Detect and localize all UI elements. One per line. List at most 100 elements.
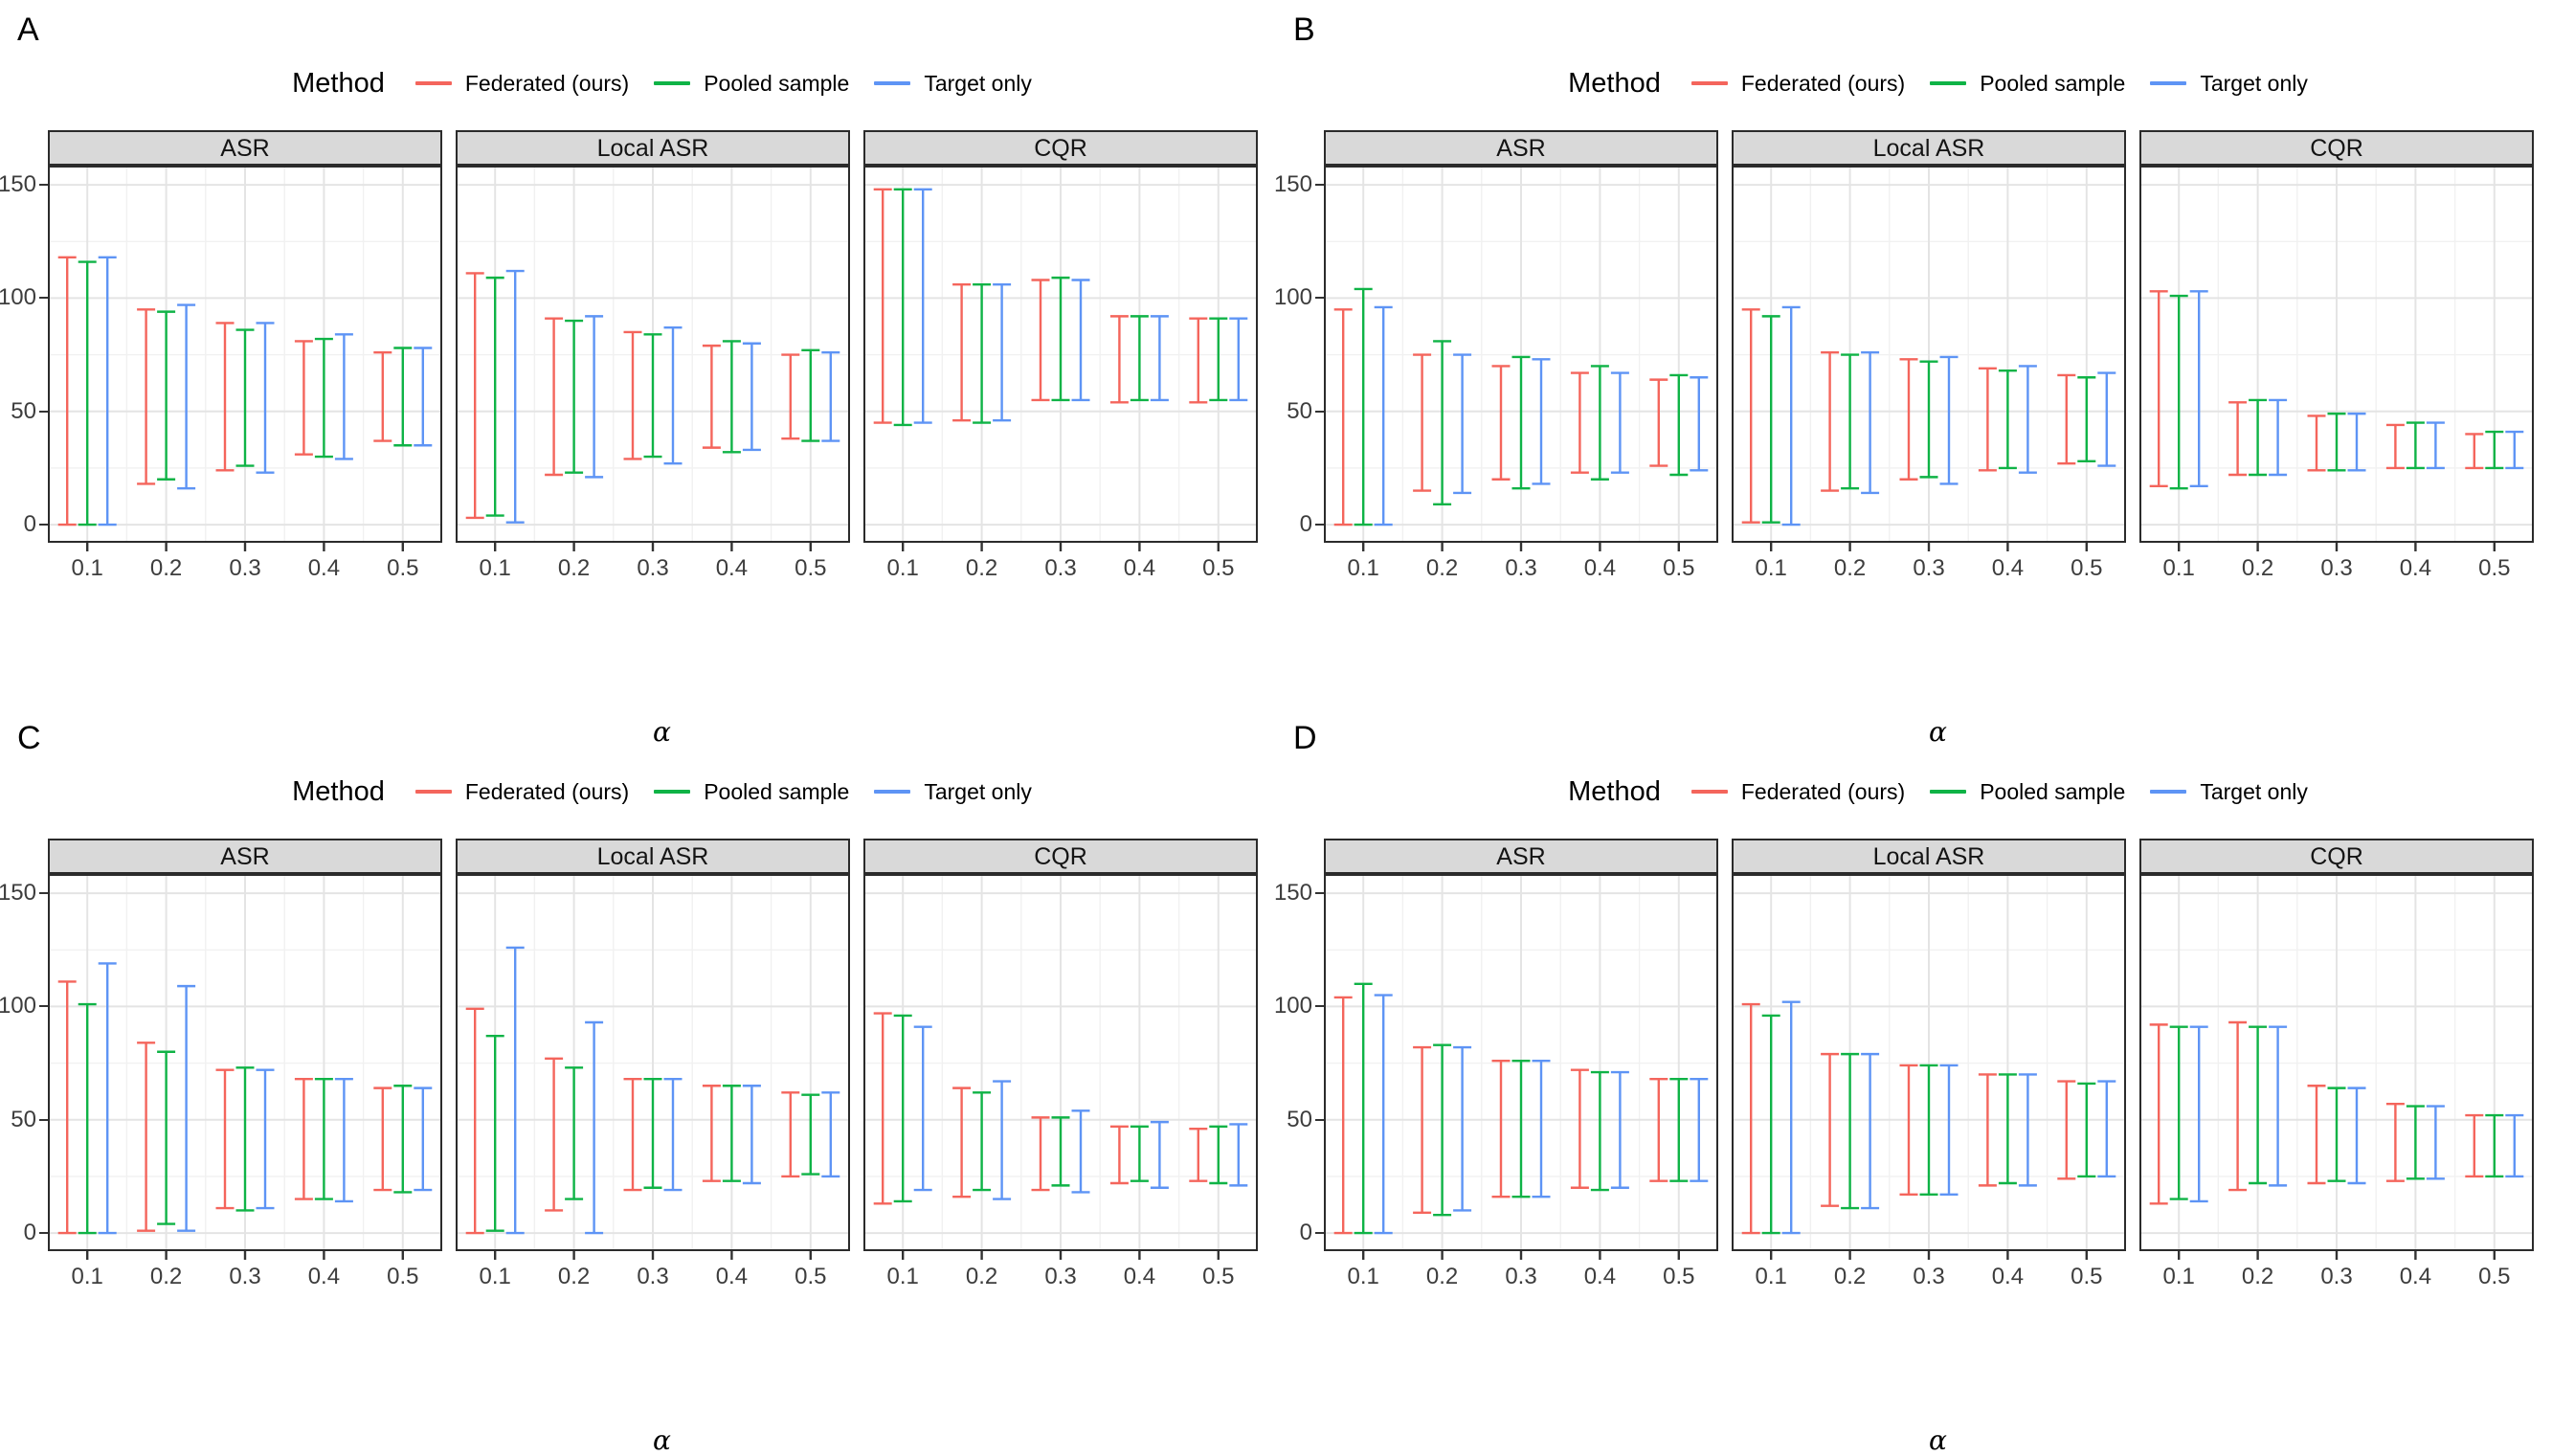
target-line-swatch — [2150, 81, 2187, 85]
facet-area: 0 50 100 150 ASR 0.1 0.2 0.3 0.4 0.5 Local ASR 0.1 0… — [1273, 839, 2552, 1422]
x-tick-label: 0.5 — [1202, 555, 1235, 581]
x-tick-label: 0.1 — [886, 1264, 919, 1289]
facet-plot — [456, 166, 850, 551]
series-target-only — [2189, 1025, 2524, 1203]
y-axis: 0 50 100 150 — [1273, 130, 1324, 714]
y-tick-label: 0 — [23, 511, 36, 538]
x-axis-title: α — [1929, 716, 1947, 748]
x-tick-label: 0.5 — [795, 555, 827, 581]
series-target-only — [98, 256, 433, 526]
y-tick-mark — [1315, 184, 1324, 187]
y-tick-mark — [1315, 892, 1324, 895]
series-pooled-sample — [893, 1014, 1228, 1203]
x-tick-label: 0.2 — [557, 1264, 591, 1289]
x-tick-label: 0.1 — [1347, 1264, 1379, 1289]
x-tick-label: 0.1 — [1755, 1264, 1787, 1289]
facet-strip-title: CQR — [2139, 839, 2534, 874]
facet-strip-title: CQR — [863, 839, 1258, 874]
target-line-swatch — [874, 790, 911, 794]
facet-asr: ASR 0.1 0.2 0.3 0.4 0.5 — [48, 839, 442, 1290]
y-tick-mark — [39, 524, 48, 526]
x-tick-label: 0.4 — [715, 1264, 749, 1289]
y-tick-label: 100 — [0, 993, 36, 1019]
y-tick-label: 150 — [0, 171, 36, 198]
facet-strip-title: CQR — [863, 130, 1258, 166]
series-target-only — [505, 269, 840, 524]
series-federated-ours- — [1741, 1002, 2076, 1235]
x-tick-label: 0.3 — [1913, 555, 1945, 581]
series-pooled-sample — [78, 260, 413, 526]
x-tick-label: 0.4 — [1583, 1264, 1617, 1289]
series-federated-ours- — [1333, 308, 1668, 526]
x-tick-label: 0.4 — [307, 555, 341, 581]
series-federated-ours- — [57, 980, 392, 1235]
y-tick-label: 150 — [1273, 171, 1312, 198]
facet-local-asr: Local ASR 0.1 0.2 0.3 0.4 0.5 — [456, 839, 850, 1290]
x-tick-label: 0.4 — [307, 1264, 341, 1289]
x-tick-label: 0.3 — [1913, 1264, 1945, 1289]
facet-strip-title: CQR — [2139, 130, 2534, 166]
facet-plot — [456, 874, 850, 1260]
x-tick-label: 0.5 — [2071, 555, 2103, 581]
facet-area: 0 50 100 150 ASR 0.1 0.2 0.3 0.4 0.5 Local ASR 0.1 0… — [0, 130, 1276, 714]
y-tick-label: 0 — [1299, 511, 1312, 538]
y-tick-label: 150 — [0, 880, 36, 907]
facet-strip-title: ASR — [48, 130, 442, 166]
x-tick-label: 0.3 — [2320, 555, 2353, 581]
facet-asr: ASR 0.1 0.2 0.3 0.4 0.5 — [1324, 839, 1718, 1290]
y-tick-label: 100 — [1273, 993, 1312, 1019]
legend-title: Method — [292, 67, 385, 99]
pooled-line-swatch — [654, 81, 691, 85]
facet-strip-title: Local ASR — [456, 839, 850, 874]
series-pooled-sample — [1761, 315, 2096, 524]
series-pooled-sample — [893, 188, 1228, 427]
series-target-only — [505, 946, 840, 1235]
x-tick-label: 0.1 — [479, 555, 511, 581]
panel-B: B Method Federated (ours) Pooled sample … — [1274, 0, 2552, 748]
x-tick-label: 0.3 — [637, 1264, 669, 1289]
y-tick-mark — [1315, 1232, 1324, 1235]
x-tick-label: 0.5 — [2478, 1264, 2511, 1289]
x-tick-labels: 0.1 0.2 0.3 0.4 0.5 — [1324, 551, 1718, 582]
y-tick-label: 50 — [1287, 1106, 1312, 1132]
x-tick-label: 0.4 — [1123, 1264, 1156, 1289]
x-tick-label: 0.2 — [2241, 555, 2274, 581]
series-pooled-sample — [2169, 1025, 2504, 1200]
legend-item-target: Target only — [874, 71, 1032, 97]
series-pooled-sample — [1354, 982, 1689, 1235]
facet-cqr: CQR 0.1 0.2 0.3 0.4 0.5 — [2139, 839, 2534, 1290]
x-tick-label: 0.5 — [387, 1264, 419, 1289]
series-federated-ours- — [465, 1007, 800, 1235]
y-axis: 0 50 100 150 — [0, 839, 48, 1422]
y-tick-mark — [1315, 1118, 1324, 1121]
facet-plot — [1324, 166, 1718, 551]
x-tick-label: 0.5 — [1202, 1264, 1235, 1289]
x-tick-labels: 0.1 0.2 0.3 0.4 0.5 — [2139, 551, 2534, 582]
facet-strip-title: ASR — [48, 839, 442, 874]
facet-plot — [1732, 166, 2126, 551]
y-axis: 0 50 100 150 — [1273, 839, 1324, 1422]
series-pooled-sample — [2169, 294, 2504, 490]
facet-plot — [2139, 874, 2534, 1260]
facet-plot — [48, 166, 442, 551]
y-tick-mark — [1315, 524, 1324, 526]
x-tick-label: 0.5 — [2478, 555, 2511, 581]
x-tick-label: 0.4 — [2399, 1264, 2432, 1289]
y-tick-label: 50 — [11, 1106, 36, 1132]
panel-A: A Method Federated (ours) Pooled sample … — [0, 0, 1276, 748]
x-tick-label: 0.3 — [2320, 1264, 2353, 1289]
x-tick-label: 0.5 — [1663, 555, 1695, 581]
series-federated-ours- — [1741, 308, 2076, 524]
y-tick-mark — [39, 410, 48, 413]
federated-line-swatch — [1690, 790, 1728, 794]
x-tick-labels: 0.1 0.2 0.3 0.4 0.5 — [1324, 1260, 1718, 1290]
x-tick-label: 0.1 — [2162, 1264, 2195, 1289]
x-tick-label: 0.3 — [637, 555, 669, 581]
series-federated-ours- — [873, 188, 1208, 424]
series-target-only — [98, 962, 433, 1235]
facet-strip-title: ASR — [1324, 839, 1718, 874]
x-tick-label: 0.3 — [229, 1264, 261, 1289]
x-tick-labels: 0.1 0.2 0.3 0.4 0.5 — [863, 551, 1258, 582]
facet-cqr: CQR 0.1 0.2 0.3 0.4 0.5 — [2139, 130, 2534, 582]
facet-plot — [1732, 874, 2126, 1260]
